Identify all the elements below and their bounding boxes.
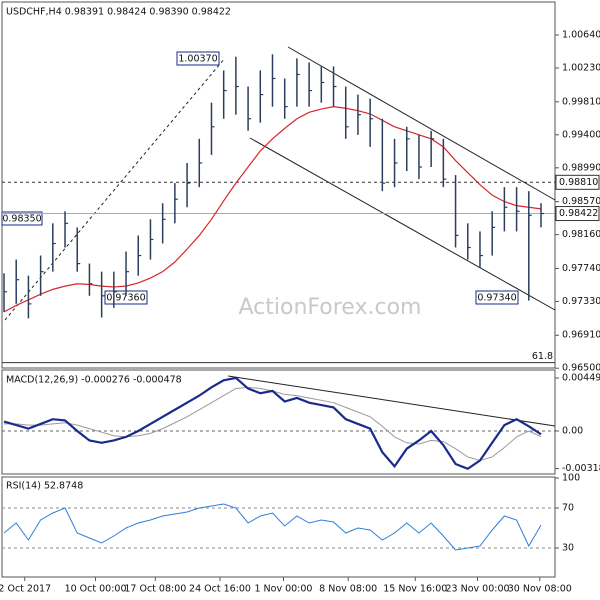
annotation: 0.97340 [477, 293, 516, 304]
fib-label: 61.8 [532, 351, 553, 362]
chart-title: USDCHF,H4 0.98391 0.98424 0.98390 0.9842… [6, 7, 231, 18]
price-panel [1, 1, 556, 369]
channel-line [249, 137, 556, 311]
y-tick-label: 0.96500 [562, 363, 600, 374]
y-tick-label: 1.00640 [562, 30, 600, 41]
y-tick-label: 0.99810 [562, 96, 600, 107]
y-tick-label: 0.00 [562, 425, 583, 436]
macd-trend-line [227, 375, 556, 427]
macd-panel [1, 369, 556, 475]
x-tick-label: 24 Oct 16:00 [189, 584, 251, 595]
annotation-box [176, 51, 220, 66]
y-tick-label: 30 [562, 543, 574, 554]
annotation: 0.97360 [106, 293, 145, 304]
y-tick-label: 100 [562, 473, 580, 484]
annotation: 0.98350 [2, 214, 41, 225]
level-label: 0.98810 [559, 177, 598, 188]
x-tick-label: 17 Oct 08:00 [124, 584, 186, 595]
rsi-title: RSI(14) 52.8748 [6, 481, 83, 492]
y-tick-label: 0.99400 [562, 129, 600, 140]
x-tick-label: 23 Nov 00:00 [446, 584, 510, 595]
y-tick-label: 1.00230 [562, 63, 600, 74]
moving-average [3, 106, 542, 313]
y-tick-label: 0.98160 [562, 229, 600, 240]
y-tick-label: 0.97740 [562, 263, 600, 274]
y-tick-label: 0.97330 [562, 296, 600, 307]
level-box [555, 174, 600, 190]
annotations: 1.00370 0.98350 0.97360 0.97340 [1, 51, 519, 305]
x-tick-label: 30 Nov 08:00 [508, 584, 572, 595]
channel-line [287, 46, 556, 201]
annotation-box [1, 211, 43, 226]
signal-line [4, 386, 542, 462]
annotation-box [475, 290, 519, 305]
annotation: 1.00370 [178, 54, 217, 65]
x-tick-label: 2 Oct 2017 [0, 584, 51, 595]
y-tick-label: 70 [562, 503, 574, 514]
last-price-box [555, 206, 600, 222]
watermark: ActionForex.com [239, 295, 422, 320]
y-tick-label: 0.96910 [562, 330, 600, 341]
macd-title: MACD(12,26,9) -0.000276 -0.000478 [6, 375, 182, 386]
x-tick-label: 1 Nov 00:00 [254, 584, 312, 595]
y-tick-label: 0.98570 [562, 196, 600, 207]
rsi-panel [1, 476, 556, 578]
rsi-line [3, 503, 542, 551]
x-tick-label: 15 Nov 16:00 [383, 584, 447, 595]
x-tick-label: 10 Oct 00:00 [65, 584, 127, 595]
y-tick-label: 0.98990 [562, 162, 600, 173]
last-price-label: 0.98422 [559, 208, 598, 219]
y-tick-label: -0.003186 [562, 463, 600, 474]
trend-line [4, 57, 226, 321]
x-tick-label: 8 Nov 08:00 [319, 584, 377, 595]
macd-line [3, 376, 542, 470]
y-tick-label: 0.004493 [562, 372, 600, 383]
